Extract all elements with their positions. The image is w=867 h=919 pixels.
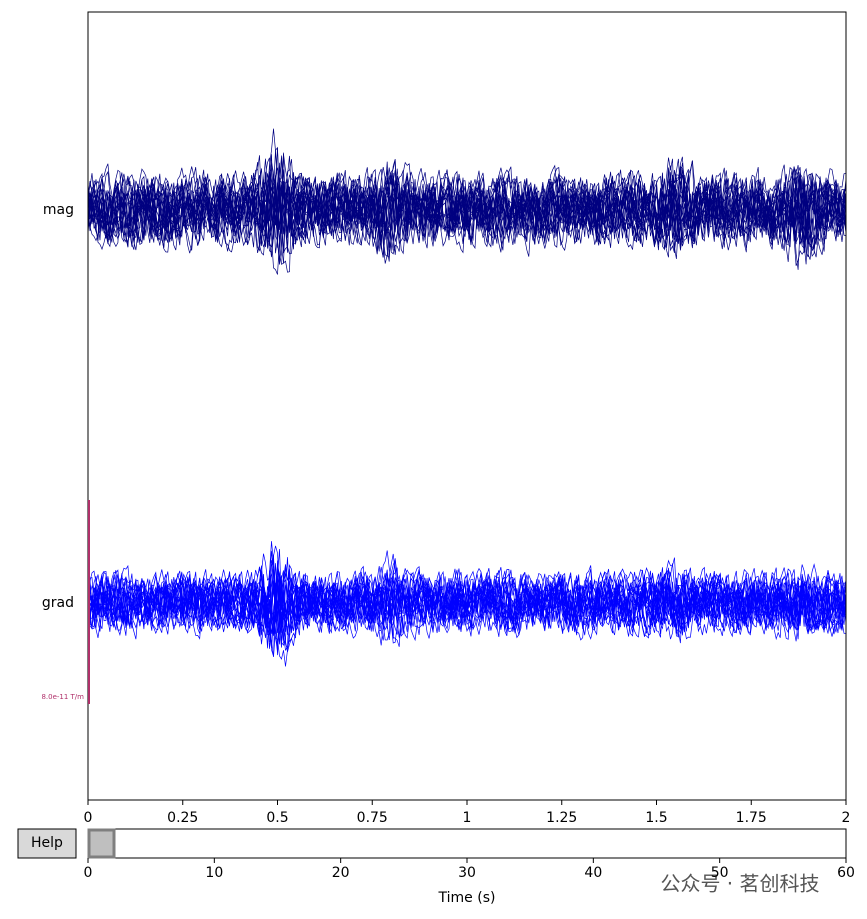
x-tick-label: 1.25 <box>546 810 577 826</box>
scroll-tick-label: 50 <box>711 865 729 881</box>
trace <box>87 155 847 259</box>
x-tick-label: 1 <box>463 810 472 826</box>
trace <box>87 564 847 644</box>
watermark: 公众号 · 茗创科技 <box>660 872 819 896</box>
trace <box>87 161 847 249</box>
trace <box>87 550 847 667</box>
help-label: Help <box>31 835 63 851</box>
scale-label: 8.0e-11 T/m <box>41 693 84 701</box>
trace <box>87 168 847 265</box>
scroll-tick-label: 60 <box>837 865 855 881</box>
scroll-tick-label: 0 <box>84 865 93 881</box>
x-tick-label: 0 <box>84 810 93 826</box>
trace <box>87 563 847 650</box>
trace <box>87 160 847 254</box>
traces <box>87 128 847 667</box>
scroll-tick-label: 10 <box>205 865 223 881</box>
channel-label: grad <box>42 595 74 611</box>
help-button[interactable] <box>17 828 77 859</box>
x-tick-label: 0.5 <box>266 810 288 826</box>
scroll-tick-label: 30 <box>458 865 476 881</box>
x-axis-label: Time (s) <box>438 890 496 906</box>
trace <box>87 155 847 265</box>
scroll-window[interactable] <box>87 828 116 859</box>
x-tick-label: 0.25 <box>167 810 198 826</box>
scroll-tick-label: 20 <box>332 865 350 881</box>
x-tick-label: 1.75 <box>736 810 767 826</box>
trace <box>87 569 847 652</box>
x-tick-label: 2 <box>842 810 851 826</box>
scrollbar-frame <box>87 828 847 859</box>
x-tick-label: 1.5 <box>645 810 667 826</box>
scroll-tick-label: 40 <box>584 865 602 881</box>
x-tick-label: 0.75 <box>357 810 388 826</box>
channel-label: mag <box>43 202 74 218</box>
